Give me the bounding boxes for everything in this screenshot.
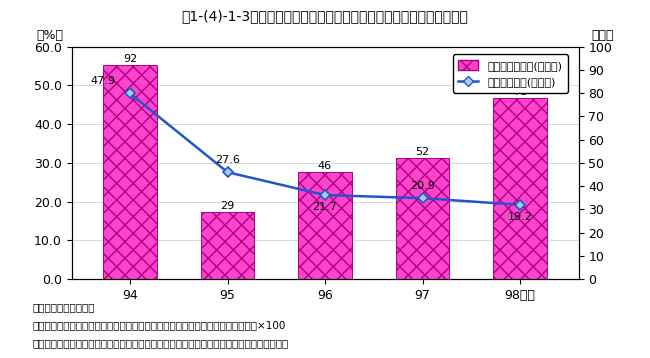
Legend: 撤退現地法人数(右目盛), 中堅中小比率(左目盛): 撤退現地法人数(右目盛), 中堅中小比率(左目盛) bbox=[453, 54, 568, 93]
Text: 52: 52 bbox=[415, 147, 430, 157]
Bar bbox=[493, 98, 547, 279]
Text: 27.6: 27.6 bbox=[215, 155, 240, 165]
Text: ＝（本社企業が中堅中小規模である新規設立法人数）／（新規設立企業数）×100: ＝（本社企業が中堅中小規模である新規設立法人数）／（新規設立企業数）×100 bbox=[32, 320, 286, 330]
Text: 46: 46 bbox=[318, 161, 332, 171]
Text: （%）: （%） bbox=[36, 29, 63, 42]
Text: 21.7: 21.7 bbox=[313, 202, 337, 212]
Text: 92: 92 bbox=[123, 54, 137, 64]
Text: なお上記比率については、資本金につき無効回答であった企業を除いて算出している。: なお上記比率については、資本金につき無効回答であった企業を除いて算出している。 bbox=[32, 338, 289, 348]
Bar bbox=[396, 158, 449, 279]
Bar bbox=[103, 65, 157, 279]
Text: 78: 78 bbox=[513, 87, 527, 97]
Bar bbox=[298, 172, 352, 279]
Text: 29: 29 bbox=[220, 200, 235, 211]
Text: 20.9: 20.9 bbox=[410, 181, 435, 191]
Text: 19.2: 19.2 bbox=[508, 212, 532, 222]
Text: 第1-(4)-1-3図　　親会社が中堅・中小規模である現地法人の撤退推移: 第1-(4)-1-3図 親会社が中堅・中小規模である現地法人の撤退推移 bbox=[181, 9, 469, 23]
Text: （注）・中堅中小比率: （注）・中堅中小比率 bbox=[32, 303, 95, 313]
Text: 47.9: 47.9 bbox=[90, 76, 116, 86]
Text: （社）: （社） bbox=[592, 29, 614, 42]
Bar bbox=[201, 212, 254, 279]
